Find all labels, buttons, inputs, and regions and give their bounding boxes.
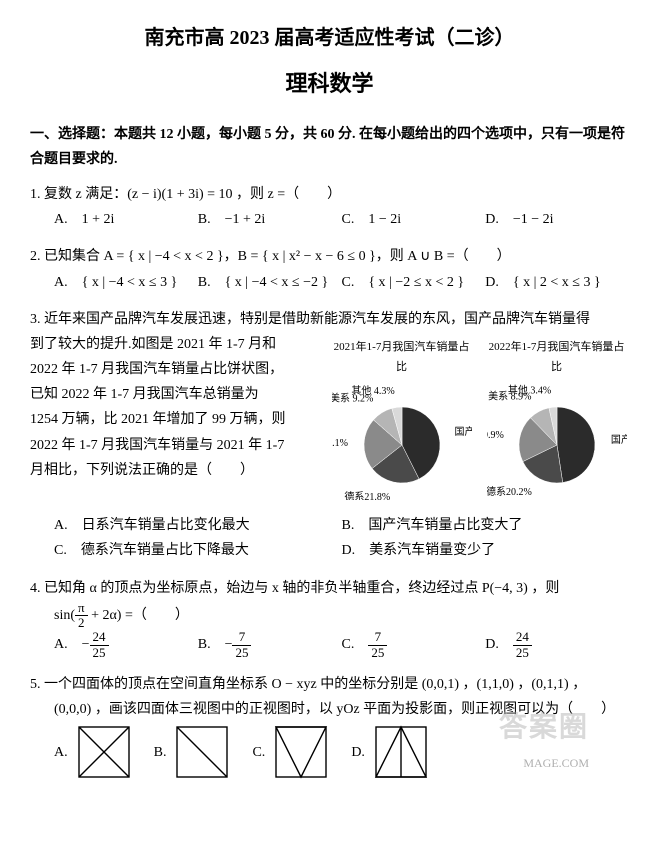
pie-2022: 2022年1-7月我国汽车销量占比 国产 47.6% 德系20.2% 日系 19.9… bbox=[484, 338, 629, 507]
q3-line6: 月相比，下列说法正确的是（ ） bbox=[30, 458, 321, 483]
svg-text:日系 19.9%: 日系 19.9% bbox=[487, 429, 504, 441]
pie-2022-svg: 国产 47.6%德系20.2%日系 19.9%美系 8.9%其他 3.4% bbox=[487, 380, 627, 500]
section1-heading: 一、选择题：本题共 12 小题，每小题 5 分，共 60 分. 在每小题给出的四… bbox=[30, 122, 629, 172]
pie-2022-title: 2022年1-7月我国汽车销量占比 bbox=[484, 338, 629, 378]
svg-text:德系20.2%: 德系20.2% bbox=[487, 485, 532, 498]
q1-option-b: B. −1 + 2i bbox=[198, 207, 342, 232]
question-3: 3. 近年来国产品牌汽车发展迅速，特别是借助新能源汽车发展的东风，国产品牌汽车销… bbox=[30, 307, 629, 564]
q5-c-label: C. bbox=[252, 740, 265, 765]
q5-d-label: D. bbox=[351, 740, 365, 765]
q4-option-b: B. −725 bbox=[198, 630, 342, 660]
svg-text:日系 22.1%: 日系 22.1% bbox=[332, 436, 348, 448]
q2-stem: 2. 已知集合 A = { x | −4 < x < 2 }，B = { x |… bbox=[30, 244, 629, 269]
question-1: 1. 复数 z 满足：(z − i)(1 + 3i) = 10 ，则 z =（ … bbox=[30, 182, 629, 232]
q1-option-c: C. 1 − 2i bbox=[342, 207, 486, 232]
q3-option-b: B. 国产汽车销量占比变大了 bbox=[342, 513, 630, 538]
pie-2021-title: 2021年1-7月我国汽车销量占比 bbox=[329, 338, 474, 378]
q4-option-d: D. 2425 bbox=[485, 630, 629, 660]
q2-option-a: A. { x | −4 < x ≤ 3 } bbox=[54, 270, 198, 295]
q3-option-c: C. 德系汽车销量占比下降最大 bbox=[54, 538, 342, 563]
q5-option-d: D. bbox=[351, 722, 431, 782]
q1-stem: 1. 复数 z 满足：(z − i)(1 + 3i) = 10 ，则 z =（ … bbox=[30, 182, 629, 207]
q5-b-label: B. bbox=[154, 740, 167, 765]
question-4: 4. 已知角 α 的顶点为坐标原点，始边与 x 轴的非负半轴重合，终边经过点 P… bbox=[30, 576, 629, 660]
question-2: 2. 已知集合 A = { x | −4 < x < 2 }，B = { x |… bbox=[30, 244, 629, 294]
question-5: 5. 一个四面体的顶点在空间直角坐标系 O − xyz 中的坐标分别是 (0,0… bbox=[30, 672, 629, 782]
subject-title: 理科数学 bbox=[30, 64, 629, 104]
q5-stem-line2: (0,0,0) ，画该四面体三视图中的正视图时，以 yOz 平面为投影面，则正视… bbox=[30, 697, 629, 722]
q5-option-c: C. bbox=[252, 722, 331, 782]
q5-diagram-d bbox=[371, 722, 431, 782]
q5-options: A. B. C. D. bbox=[30, 722, 629, 782]
q1-option-a: A. 1 + 2i bbox=[54, 207, 198, 232]
q2-options: A. { x | −4 < x ≤ 3 } B. { x | −4 < x ≤ … bbox=[30, 270, 629, 295]
q5-stem-line1: 5. 一个四面体的顶点在空间直角坐标系 O − xyz 中的坐标分别是 (0,0… bbox=[30, 672, 629, 697]
pie-2021: 2021年1-7月我国汽车销量占比 国产 42.6% 德系21.8% 日系 22.1… bbox=[329, 338, 474, 507]
q4-option-a: A. −2425 bbox=[54, 630, 198, 660]
svg-text:国产 47.6%: 国产 47.6% bbox=[610, 433, 626, 446]
q2-option-d: D. { x | 2 < x ≤ 3 } bbox=[485, 270, 629, 295]
pie-2021-svg: 国产 42.6%德系21.8%日系 22.1%美系 9.2%其他 4.3% bbox=[332, 380, 472, 500]
q4-stem-line1: 4. 已知角 α 的顶点为坐标原点，始边与 x 轴的非负半轴重合，终边经过点 P… bbox=[30, 576, 629, 601]
q3-option-a: A. 日系汽车销量占比变化最大 bbox=[54, 513, 342, 538]
q2-option-c: C. { x | −2 ≤ x < 2 } bbox=[342, 270, 486, 295]
q4-frac-pi2: π2 bbox=[75, 601, 88, 631]
q3-option-d: D. 美系汽车销量变少了 bbox=[342, 538, 630, 563]
q4-options: A. −2425 B. −725 C. 725 D. 2425 bbox=[30, 630, 629, 660]
q4-stem-line2: sin(π2 + 2α) =（ ） bbox=[30, 601, 629, 631]
q4-option-c: C. 725 bbox=[342, 630, 486, 660]
q5-diagram-a bbox=[74, 722, 134, 782]
q5-a-label: A. bbox=[54, 740, 68, 765]
svg-text:其他 3.4%: 其他 3.4% bbox=[507, 383, 550, 396]
q5-diagram-c bbox=[271, 722, 331, 782]
q1-option-d: D. −1 − 2i bbox=[485, 207, 629, 232]
q5-diagram-b bbox=[172, 722, 232, 782]
q5-option-a: A. bbox=[54, 722, 134, 782]
q4-sin-suffix: + 2α) =（ ） bbox=[88, 608, 189, 623]
q3-options: A. 日系汽车销量占比变化最大 B. 国产汽车销量占比变大了 C. 德系汽车销量… bbox=[30, 513, 629, 563]
q3-line1: 到了较大的提升.如图是 2021 年 1-7 月和 bbox=[30, 332, 321, 357]
exam-title: 南充市高 2023 届高考适应性考试（二诊） bbox=[30, 20, 629, 56]
q3-line4: 1254 万辆，比 2021 年增加了 99 万辆，则 bbox=[30, 407, 321, 432]
svg-text:国产 42.6%: 国产 42.6% bbox=[454, 424, 471, 437]
q4-sin-prefix: sin( bbox=[54, 608, 75, 623]
q3-intro: 3. 近年来国产品牌汽车发展迅速，特别是借助新能源汽车发展的东风，国产品牌汽车销… bbox=[30, 307, 629, 332]
q5-option-b: B. bbox=[154, 722, 233, 782]
q3-line3: 已知 2022 年 1-7 月我国汽车总销量为 bbox=[30, 382, 321, 407]
q3-line5: 2022 年 1-7 月我国汽车销量与 2021 年 1-7 bbox=[30, 433, 321, 458]
q1-options: A. 1 + 2i B. −1 + 2i C. 1 − 2i D. −1 − 2… bbox=[30, 207, 629, 232]
q3-line2: 2022 年 1-7 月我国汽车销量占比饼状图， bbox=[30, 357, 321, 382]
q2-option-b: B. { x | −4 < x ≤ −2 } bbox=[198, 270, 342, 295]
svg-text:德系21.8%: 德系21.8% bbox=[344, 489, 390, 499]
svg-text:其他 4.3%: 其他 4.3% bbox=[351, 383, 394, 396]
